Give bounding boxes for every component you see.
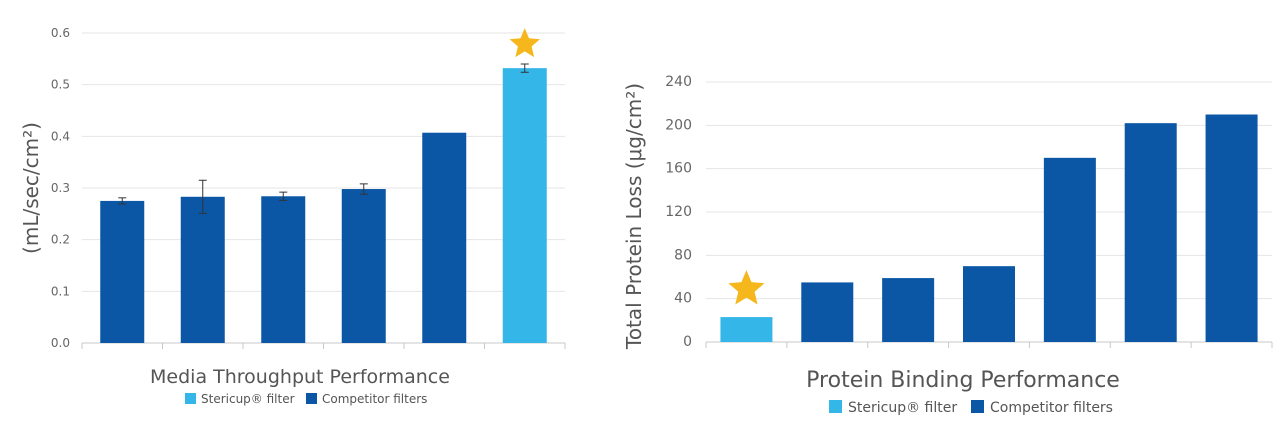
- x-axis-separators: [705, 342, 1273, 348]
- bar-competitor: [1205, 114, 1258, 342]
- y-tick-label: 0.6: [51, 26, 70, 40]
- bar-competitor: [341, 189, 386, 343]
- y-tick-label: 80: [674, 247, 692, 263]
- y-tick-label: 40: [674, 291, 692, 307]
- y-tick-label: 0: [683, 334, 692, 350]
- legend-swatch-competitor: [306, 393, 317, 404]
- bar-competitor: [100, 200, 145, 343]
- chart-title: Media Throughput Performance: [150, 366, 450, 388]
- star-icon: [728, 270, 765, 305]
- bar-competitor: [1043, 157, 1096, 342]
- legend-label-stericup: Stericup® filter: [201, 392, 295, 406]
- legend-swatch-competitor: [971, 400, 984, 413]
- y-tick-label: 240: [665, 74, 692, 90]
- legend: Stericup® filter Competitor filters: [829, 400, 1113, 416]
- y-tick-label: 0.0: [51, 336, 70, 350]
- y-axis-ticks: 0.0 0.1 0.2 0.3 0.4 0.5 0.6: [51, 26, 70, 350]
- y-tick-label: 120: [665, 204, 692, 220]
- y-axis-title: (mL/sec/cm²): [19, 122, 43, 254]
- y-tick-label: 0.1: [51, 284, 70, 298]
- legend-swatch-stericup: [185, 393, 196, 404]
- star-icon: [509, 28, 540, 58]
- y-tick-label: 160: [665, 161, 692, 177]
- y-tick-label: 0.2: [51, 233, 70, 247]
- legend-swatch-stericup: [829, 400, 842, 413]
- legend: Stericup® filter Competitor filters: [185, 392, 427, 406]
- y-tick-label: 200: [665, 117, 692, 133]
- bar-competitor: [180, 196, 225, 343]
- bar-competitor: [801, 282, 854, 342]
- bar-stericup: [502, 68, 547, 343]
- y-axis-ticks: 0 40 80 120 160 200 240: [665, 74, 692, 350]
- bar-competitor: [882, 278, 935, 342]
- bar-stericup: [720, 317, 773, 342]
- y-tick-label: 0.4: [51, 129, 70, 143]
- bars: [100, 28, 547, 343]
- bar-competitor: [261, 196, 306, 343]
- bar-competitor: [422, 132, 467, 343]
- bars: [720, 114, 1258, 343]
- legend-label-competitor: Competitor filters: [990, 400, 1113, 416]
- y-tick-label: 0.3: [51, 181, 70, 195]
- y-axis-title: Total Protein Loss (μg/cm²): [622, 83, 646, 350]
- legend-label-stericup: Stericup® filter: [848, 400, 957, 416]
- bar-competitor: [1124, 123, 1177, 343]
- chart-title: Protein Binding Performance: [806, 368, 1120, 393]
- grid: [82, 32, 565, 344]
- x-axis-separators: [81, 343, 566, 349]
- y-tick-label: 0.5: [51, 78, 70, 92]
- bar-competitor: [963, 266, 1015, 342]
- legend-label-competitor: Competitor filters: [322, 392, 427, 406]
